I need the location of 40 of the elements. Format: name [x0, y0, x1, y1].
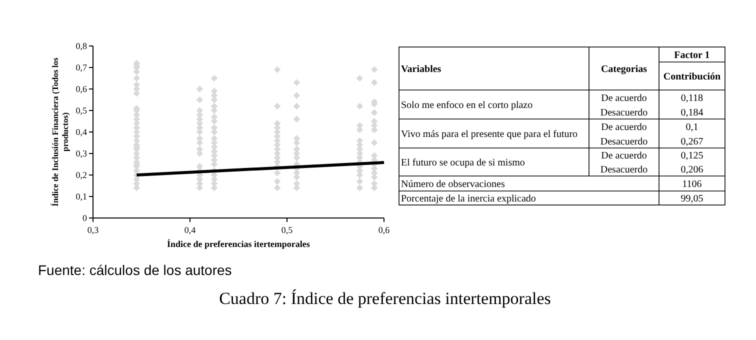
text: Vivo más para el presente que para el futuro	[401, 129, 578, 140]
y-axis-title: Índice de Inclusión Financiera (Todos los productos)	[50, 56, 70, 206]
text: El futuro se ocupa de si mismo	[401, 158, 525, 168]
text: Número de observaciones	[401, 179, 505, 190]
text: 0,184	[680, 107, 704, 118]
y-tick-label: 0,1	[76, 192, 87, 202]
x-tick-label: 0,4	[184, 225, 196, 235]
y-tick-label: 0,7	[76, 62, 88, 73]
text: Desacuerdo	[600, 136, 648, 148]
text: Variables	[401, 64, 442, 75]
text: De acuerdo	[601, 150, 647, 162]
text: De acuerdo	[601, 122, 647, 133]
x-tick-label: 0,6	[378, 225, 390, 235]
y-tick-label: 0,4	[76, 127, 88, 138]
text: 99,05	[680, 194, 704, 204]
x-tick-label: 0,3	[87, 225, 100, 235]
text: Desacuerdo	[600, 107, 648, 118]
text: Cuadro 7: Índice de preferencias intertemporales	[219, 289, 551, 308]
text: Solo me enfoco en el corto plazo	[401, 100, 533, 111]
source-note: Fuente: cálculos de los autores	[38, 262, 232, 278]
text: 0,206	[680, 164, 704, 176]
x-axis-title: Índice de preferencias itertemporales	[167, 239, 310, 249]
y-tick-label: 0,2	[76, 170, 87, 180]
text: De acuerdo	[601, 92, 647, 104]
text: Porcentaje de la inercia explicado	[401, 194, 536, 204]
y-tick-label: 0,3	[76, 148, 88, 159]
text: Categorias	[600, 64, 648, 75]
y-tick-label: 0	[82, 213, 88, 224]
x-tick-label: 0,5	[281, 225, 294, 235]
y-tick-label: 0,8	[76, 41, 88, 52]
y-tick-label: 0,5	[76, 106, 88, 116]
text: Factor 1	[674, 50, 710, 61]
text: 1106	[682, 179, 702, 190]
text: 0,1	[686, 122, 698, 133]
y-tick-label: 0,6	[76, 84, 88, 94]
text: 0,125	[680, 150, 704, 162]
text: Desacuerdo	[600, 164, 648, 176]
text: Contribución	[663, 72, 722, 82]
text: 0,267	[680, 136, 704, 148]
text: 0,118	[680, 92, 704, 104]
